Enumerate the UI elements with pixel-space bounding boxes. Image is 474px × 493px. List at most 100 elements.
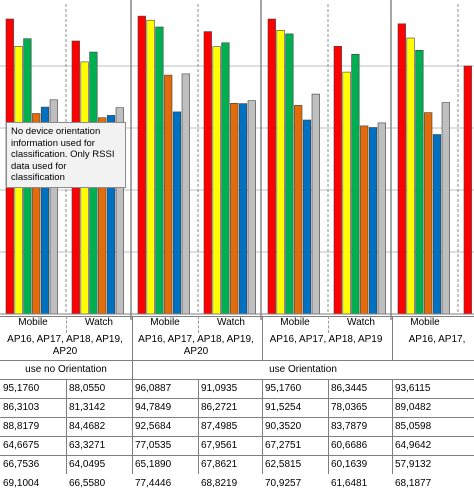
orientation-label: use Orientation [269, 364, 337, 375]
annotation-box: No device orientation information used f… [6, 122, 126, 188]
bar [212, 46, 221, 315]
table-cell: 69,1004 [3, 478, 40, 489]
bar [285, 33, 294, 315]
table-divider [132, 316, 133, 360]
table-divider [132, 360, 133, 474]
bar [137, 15, 146, 315]
table-cell: 83,7879 [331, 421, 368, 432]
subgroup-label: Watch [217, 317, 245, 328]
table-cell: 95,1760 [265, 383, 302, 394]
bar [172, 111, 182, 315]
bar [441, 102, 450, 315]
bar [377, 122, 386, 315]
table-cell: 60,6686 [331, 440, 368, 451]
ap-config-label: AP16, AP17, [408, 334, 466, 345]
table-cell: 64,9642 [395, 440, 432, 451]
bar [351, 53, 360, 315]
table-divider [328, 316, 329, 333]
table-divider [66, 379, 67, 474]
table-rule [0, 360, 474, 361]
table-divider [198, 316, 199, 333]
table-row: 88,8179 84,4682 92,5684 87,4985 90,3520 83,78… [0, 417, 474, 436]
bar [181, 73, 190, 315]
table-cell: 67,8621 [201, 459, 238, 470]
table-cell: 92,5684 [135, 421, 172, 432]
bar [267, 18, 276, 315]
table-row: 64,6675 63,3271 77,0535 67,9561 67,2751 60,66… [0, 436, 474, 455]
table-cell: 91,5254 [265, 402, 302, 413]
table-divider [392, 316, 393, 360]
bar [238, 103, 248, 315]
bar [247, 100, 256, 315]
ap-config-label: AP16, AP17, AP18, AP19, AP20 [138, 334, 254, 357]
table-cell: 85,0598 [395, 421, 432, 432]
bar [360, 125, 369, 315]
table-row: 66,7536 64,0495 65,1890 67,8621 62,5815 60,16… [0, 455, 474, 474]
table-row: 95,1760 88,0550 96,0887 91,0935 95,1760 86,34… [0, 379, 474, 398]
table-divider [66, 316, 67, 333]
table-cell: 77,4446 [135, 478, 172, 489]
bar [368, 127, 378, 315]
bar [406, 37, 415, 315]
table-rule [0, 436, 474, 437]
table-cell: 66,5580 [69, 478, 106, 489]
bar [203, 31, 212, 315]
bar [302, 119, 312, 315]
table-cell: 89,0482 [395, 402, 432, 413]
bar [397, 23, 406, 315]
bar [333, 45, 342, 315]
no-orientation-label: use no Orientation [25, 364, 107, 375]
ap-config-label: AP16, AP17, AP18, AP19, AP20 [7, 334, 123, 357]
bar [146, 19, 155, 315]
table-cell: 91,0935 [201, 383, 238, 394]
subgroup-label: Mobile [18, 317, 48, 328]
table-divider [262, 316, 263, 360]
table-cell: 60,1639 [331, 459, 368, 470]
table-rule [0, 379, 474, 380]
table-cell: 93,6115 [395, 383, 431, 394]
table-rule [0, 417, 474, 418]
table-cell: 67,9561 [201, 440, 238, 451]
bar [294, 105, 303, 315]
table-cell: 78,0365 [331, 402, 368, 413]
table-cell: 77,0535 [135, 440, 172, 451]
bar [164, 74, 173, 315]
subgroup-label: Mobile [280, 317, 310, 328]
table-cell: 61,6481 [331, 478, 368, 489]
subgroup-label: Watch [347, 317, 375, 328]
table-cell: 90,3520 [265, 421, 302, 432]
table-cell: 84,4682 [69, 421, 106, 432]
table-cell: 94,7849 [135, 402, 172, 413]
bar [80, 61, 89, 315]
table-rule [0, 455, 474, 456]
table-cell: 81,3142 [69, 402, 106, 413]
bar [463, 65, 472, 315]
bar [424, 112, 433, 315]
ap-config-label: AP16, AP17, AP18, AP19 [269, 334, 383, 345]
table-cell: 70,9257 [265, 478, 302, 489]
bar [415, 49, 424, 315]
table-rule [0, 398, 474, 399]
table-cell: 64,6675 [3, 440, 40, 451]
table-cell: 68,1877 [395, 478, 432, 489]
table-cell: 86,3103 [3, 402, 40, 413]
table-rule [0, 316, 474, 317]
bar [311, 93, 320, 315]
subgroup-label: Mobile [150, 317, 180, 328]
table-cell: 64,0495 [69, 459, 106, 470]
subgroup-label: Mobile [410, 317, 440, 328]
table-cell: 62,5815 [265, 459, 302, 470]
table-row: 69,1004 66,5580 77,4446 68,8219 70,9257 61,64… [0, 474, 474, 493]
bar [221, 42, 230, 315]
bar [432, 134, 442, 315]
table-cell: 66,7536 [3, 459, 40, 470]
table-cell: 86,2721 [201, 402, 238, 413]
table-cell: 68,8219 [201, 478, 238, 489]
table-row: 86,3103 81,3142 94,7849 86,2721 91,5254 78,03… [0, 398, 474, 417]
table-divider [392, 379, 393, 474]
table-cell: 67,2751 [265, 440, 302, 451]
table-cell: 65,1890 [135, 459, 172, 470]
table-divider [262, 379, 263, 474]
table-cell: 86,3445 [331, 383, 368, 394]
table-cell: 95,1760 [3, 383, 40, 394]
